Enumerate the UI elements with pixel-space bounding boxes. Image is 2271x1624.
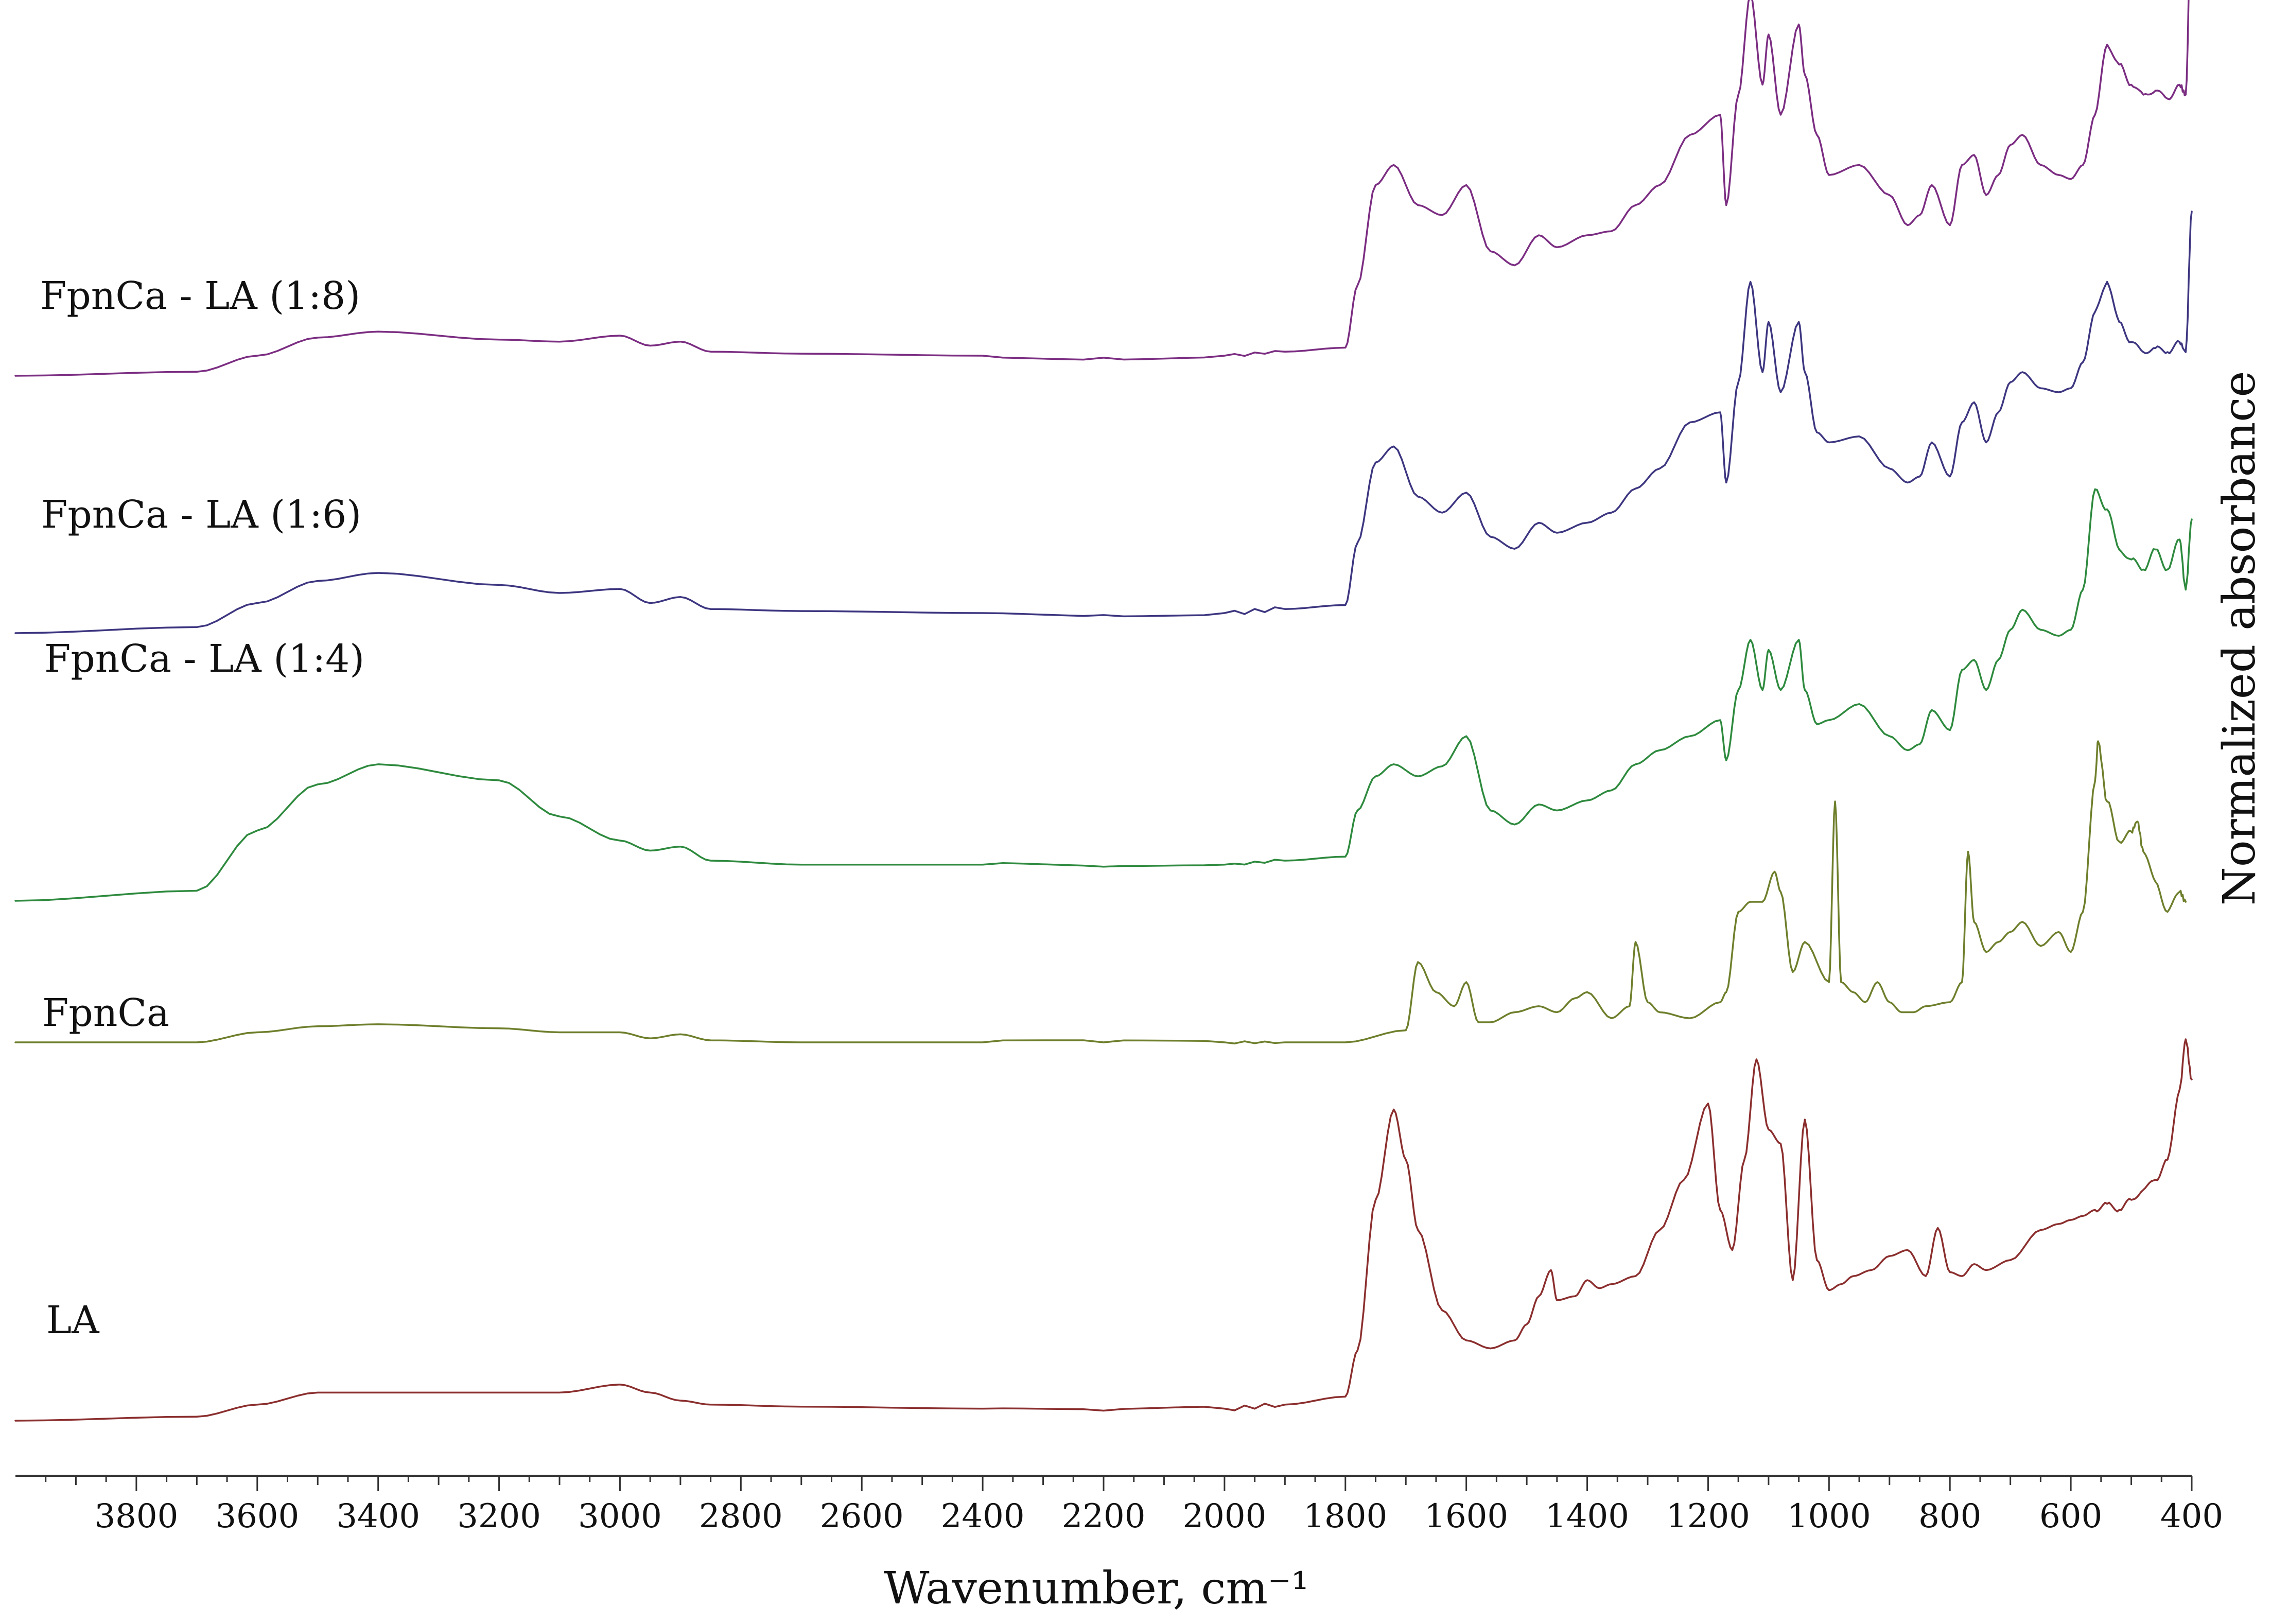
x-tick-label: 3000 bbox=[578, 1497, 662, 1535]
series-label: FpnCa - LA (1:8) bbox=[40, 274, 360, 318]
series-layer bbox=[14, 0, 2193, 1422]
x-tick-label: 600 bbox=[2039, 1497, 2102, 1535]
series-line-fpnca bbox=[14, 740, 2187, 1044]
x-tick-label: 3800 bbox=[94, 1497, 178, 1535]
x-tick-label: 3200 bbox=[457, 1497, 541, 1535]
x-tick-label: 400 bbox=[2160, 1497, 2223, 1535]
x-tick-label: 800 bbox=[1918, 1497, 1981, 1535]
x-axis-title: Wavenumber, cm⁻¹ bbox=[884, 1563, 1309, 1614]
x-tick-label: 1800 bbox=[1303, 1497, 1387, 1535]
x-tick-label: 1600 bbox=[1424, 1497, 1508, 1535]
series-label: LA bbox=[46, 1298, 100, 1342]
x-tick-label: 3400 bbox=[336, 1497, 420, 1535]
x-tick-label: 1000 bbox=[1787, 1497, 1871, 1535]
x-tick-label: 1400 bbox=[1545, 1497, 1629, 1535]
x-tick-label: 2000 bbox=[1182, 1497, 1266, 1535]
x-tick-label: 2200 bbox=[1062, 1497, 1146, 1535]
x-tick-label: 2800 bbox=[699, 1497, 783, 1535]
series-label: FpnCa bbox=[42, 991, 169, 1035]
x-tick-label: 3600 bbox=[215, 1497, 299, 1535]
series-label: FpnCa - LA (1:6) bbox=[41, 493, 361, 537]
x-tick-label: 2400 bbox=[941, 1497, 1025, 1535]
series-label: FpnCa - LA (1:4) bbox=[44, 637, 364, 681]
series-line-fpnca-la-1-8 bbox=[14, 0, 2190, 377]
x-tick-label: 1200 bbox=[1666, 1497, 1750, 1535]
x-axis: 3800 3600 3400 3200 3000 2800 2600 2400 2200 2000… bbox=[15, 1475, 2223, 1535]
series-line-la bbox=[14, 1038, 2193, 1422]
series-label-layer: FpnCa - LA (1:8) FpnCa - LA (1:6) FpnCa - … bbox=[40, 274, 364, 1342]
y-axis-title: Normalized absorbance bbox=[2214, 371, 2265, 906]
series-line-fpnca-la-1-4 bbox=[14, 488, 2193, 902]
x-tick-label: 2600 bbox=[820, 1497, 904, 1535]
series-line-fpnca-la-1-6 bbox=[14, 211, 2193, 634]
